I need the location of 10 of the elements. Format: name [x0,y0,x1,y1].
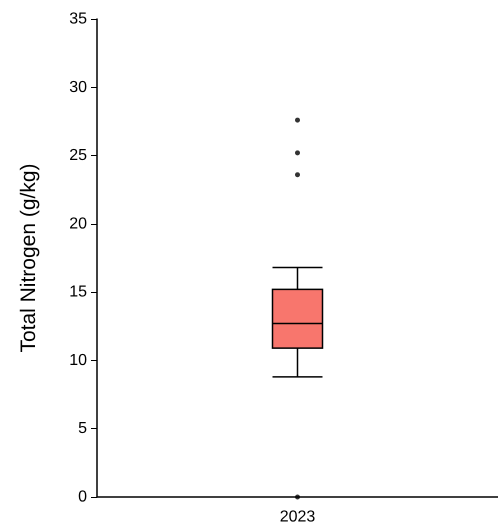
x-tick-label: 2023 [280,508,316,526]
y-tick-label: 5 [78,420,88,438]
y-axis-title: Total Nitrogen (g/kg) [17,163,40,353]
y-tick-label: 10 [69,352,88,369]
y-tick-label: 15 [69,284,88,301]
y-tick-label: 20 [69,215,88,232]
y-tick-label: 30 [69,78,88,96]
y-tick-label: 0 [78,488,88,506]
y-tick-label: 35 [69,10,88,28]
y-tick-label: 25 [69,147,88,164]
